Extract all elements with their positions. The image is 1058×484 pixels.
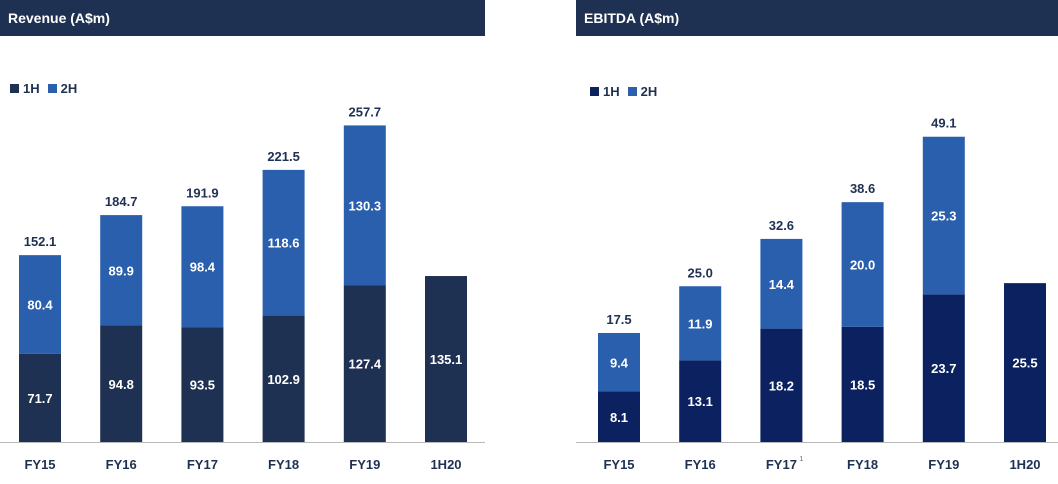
total-label-fy17: 32.6	[769, 218, 794, 233]
category-label-fy17: FY17	[187, 457, 218, 472]
legend-swatch-2h	[47, 84, 57, 93]
legend-item-2h: 2H	[47, 81, 78, 96]
data-label-1h-fy19: 127.4	[349, 357, 382, 372]
data-label-1h-1h20: 25.5	[1012, 356, 1037, 371]
legend-swatch-1h	[590, 87, 599, 96]
revenue-chart: 71.7 80.4 152.1 FY15 94.8 89.9 184.7 FY16 93.5 98…	[0, 104, 485, 472]
ebitda-chart-title: EBITDA (A$m)	[576, 0, 1058, 36]
category-label-1h20: 1H20	[430, 457, 461, 472]
data-label-1h-fy17: 18.2	[769, 378, 794, 393]
bar-1h-1h20	[1004, 283, 1046, 442]
revenue-legend: 1H 2H	[10, 81, 77, 96]
legend-item-2h: 2H	[627, 84, 658, 99]
bar-1h-fy18	[841, 326, 884, 442]
data-label-1h-fy15: 8.1	[610, 410, 628, 425]
category-footnote-fy17: 1	[799, 456, 803, 463]
bar-1h-fy16	[679, 360, 722, 442]
bar-1h-fy17	[181, 327, 224, 442]
bar-1h-fy17	[760, 328, 803, 442]
bar-1h-1h20	[425, 276, 467, 442]
bar-2h-fy18	[262, 169, 305, 316]
bar-2h-fy16	[679, 286, 722, 361]
bar-1h-fy15	[19, 353, 61, 442]
data-label-1h-1h20: 135.1	[430, 352, 463, 367]
legend-label-2h: 2H	[640, 84, 658, 99]
legend-label-1h: 1H	[603, 84, 620, 99]
legend-swatch-2h	[627, 87, 637, 96]
bar-1h-fy19	[343, 285, 386, 442]
data-label-2h-fy18: 118.6	[268, 236, 300, 251]
total-label-fy15: 152.1	[24, 234, 57, 249]
category-label-fy17: FY17	[766, 457, 797, 472]
data-label-1h-fy19: 23.7	[931, 361, 956, 376]
category-label-fy19: FY19	[349, 457, 380, 472]
legend-item-1h: 1H	[10, 81, 40, 96]
data-label-1h-fy16: 13.1	[688, 394, 713, 409]
revenue-panel: Revenue (A$m) 1H 2H 71.7 80.4 152.1 FY15 94.…	[0, 0, 510, 484]
data-label-2h-fy18: 20.0	[850, 257, 875, 272]
data-label-2h-fy16: 11.9	[688, 316, 713, 331]
bar-2h-fy15	[19, 255, 61, 354]
total-label-fy19: 49.1	[931, 116, 956, 131]
data-label-1h-fy18: 18.5	[850, 377, 875, 392]
category-label-fy15: FY15	[603, 457, 634, 472]
data-label-1h-fy15: 71.7	[27, 391, 52, 406]
category-label-fy18: FY18	[268, 457, 299, 472]
category-label-fy15: FY15	[24, 457, 55, 472]
bar-2h-fy17	[760, 238, 803, 329]
legend-label-2h: 2H	[60, 81, 78, 96]
bar-2h-fy15	[598, 332, 640, 392]
total-label-fy16: 25.0	[688, 265, 713, 280]
category-label-fy16: FY16	[685, 457, 716, 472]
bar-2h-fy17	[181, 206, 224, 328]
bar-1h-fy19	[922, 294, 965, 442]
bar-2h-fy19	[922, 136, 965, 295]
data-label-2h-fy17: 14.4	[769, 277, 795, 292]
bar-2h-fy16	[100, 215, 143, 326]
ebitda-chart: 8.1 9.4 17.5 FY15 13.1 11.9 25.0 FY16 18.2 14.4 32…	[576, 116, 1058, 472]
total-label-fy17: 191.9	[186, 185, 219, 200]
ebitda-panel: EBITDA (A$m) 1H 2H 8.1 9.4 17.5 FY15 13.1 11.…	[576, 0, 1058, 484]
ebitda-legend: 1H 2H	[590, 84, 657, 99]
data-label-1h-fy18: 102.9	[267, 372, 300, 387]
legend-swatch-1h	[10, 84, 19, 93]
data-label-1h-fy17: 93.5	[190, 378, 215, 393]
bar-1h-fy18	[262, 315, 305, 442]
bar-1h-fy16	[100, 325, 143, 442]
total-label-fy15: 17.5	[606, 312, 631, 327]
bar-2h-fy19	[343, 125, 386, 286]
total-label-fy18: 221.5	[267, 149, 300, 164]
data-label-2h-fy19: 25.3	[931, 209, 956, 224]
data-label-1h-fy16: 94.8	[109, 377, 134, 392]
data-label-2h-fy15: 9.4	[610, 355, 629, 370]
category-label-fy19: FY19	[928, 457, 959, 472]
total-label-fy19: 257.7	[349, 104, 382, 119]
bar-1h-fy15	[598, 391, 640, 442]
total-label-fy16: 184.7	[105, 194, 138, 209]
legend-label-1h: 1H	[23, 81, 40, 96]
data-label-2h-fy15: 80.4	[27, 298, 53, 313]
revenue-chart-title: Revenue (A$m)	[0, 0, 485, 36]
legend-item-1h: 1H	[590, 84, 620, 99]
bar-2h-fy18	[841, 202, 884, 327]
category-label-fy16: FY16	[106, 457, 137, 472]
data-label-2h-fy17: 98.4	[190, 260, 216, 275]
data-label-2h-fy16: 89.9	[109, 263, 134, 278]
total-label-fy18: 38.6	[850, 181, 875, 196]
category-label-1h20: 1H20	[1009, 457, 1040, 472]
data-label-2h-fy19: 130.3	[349, 198, 382, 213]
category-label-fy18: FY18	[847, 457, 878, 472]
